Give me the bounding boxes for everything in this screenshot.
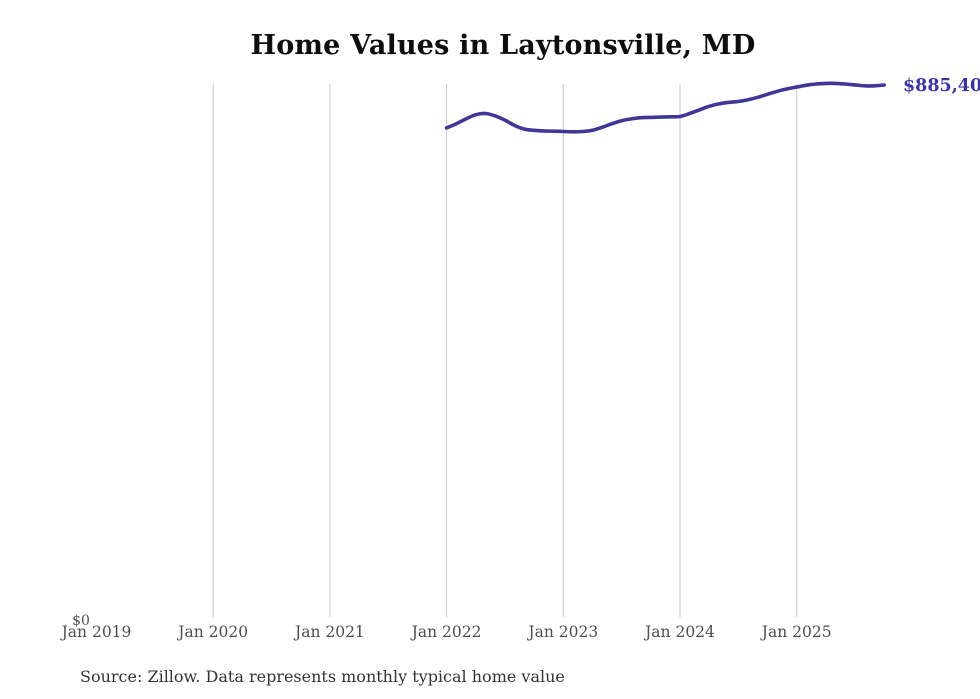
x-tick-label-jan-2025: Jan 2025 xyxy=(761,623,832,641)
home-value-line xyxy=(444,81,886,134)
x-tick-label-jan-2021: Jan 2021 xyxy=(294,623,365,641)
chart-title: Home Values in Laytonsville, MD xyxy=(250,30,756,61)
x-tick-label-jan-2020: Jan 2020 xyxy=(178,623,249,641)
source-note: Source: Zillow. Data represents monthly … xyxy=(80,667,565,686)
x-tick-label-jan-2022: Jan 2022 xyxy=(411,623,482,641)
y-zero-label: $0 xyxy=(72,613,90,629)
x-tick-label-jan-2023: Jan 2023 xyxy=(528,623,599,641)
x-tick-label-jan-2024: Jan 2024 xyxy=(645,623,715,641)
value-end-label: $885,409 xyxy=(903,76,980,96)
x-tick-label-jan-2019: Jan 2019 xyxy=(61,623,132,641)
